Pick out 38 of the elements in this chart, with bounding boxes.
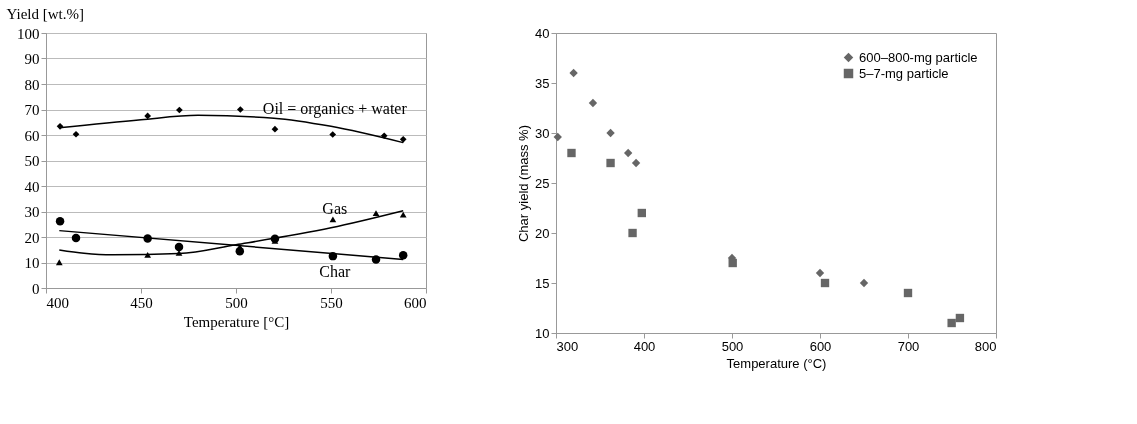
y-axis-title: Yield [wt.%] (6, 5, 84, 22)
y-tick-label: 20 (535, 225, 550, 241)
y-axis-title: Char yield (mass %) (516, 124, 532, 243)
x-tick-label: 450 (130, 294, 153, 311)
x-tick-label: 500 (225, 294, 248, 311)
y-tick-label: 40 (535, 25, 550, 41)
y-tick-label: 30 (24, 204, 40, 220)
x-tick-label: 400 (633, 338, 656, 354)
y-tick-label: 35 (535, 75, 550, 91)
y-tick-label: 80 (24, 76, 40, 93)
x-tick-label: 800 (974, 338, 997, 354)
y-tick-label: 10 (24, 255, 40, 271)
y-tick-label: 20 (24, 229, 40, 246)
y-tick-label: 90 (24, 51, 40, 67)
y-tick-label: 25 (535, 175, 550, 191)
legend-label: 5–7-mg particle (859, 65, 949, 81)
y-tick-label: 10 (535, 325, 550, 341)
x-tick-label: 550 (320, 294, 343, 311)
series-label: Gas (322, 199, 348, 217)
y-tick-label: 0 (32, 280, 40, 297)
x-tick-label: 300 (556, 338, 579, 354)
y-tick-label: 60 (24, 127, 40, 144)
x-axis-title: Temperature [°C] (183, 313, 290, 330)
x-tick-label: 400 (46, 294, 69, 311)
y-tick-label: 30 (535, 125, 550, 141)
series-label: Oil = organics + water (262, 100, 408, 119)
y-tick-label: 50 (24, 153, 40, 169)
y-tick-label: 100 (17, 25, 40, 42)
y-tick-label: 15 (535, 275, 550, 291)
x-tick-label: 600 (404, 294, 427, 311)
x-tick-label: 600 (809, 338, 832, 354)
y-tick-label: 70 (24, 102, 40, 118)
x-tick-label: 500 (721, 338, 744, 354)
legend-label: 600–800-mg particle (859, 49, 978, 65)
y-tick-label: 40 (24, 178, 40, 195)
x-tick-label: 700 (897, 338, 920, 354)
x-axis-title: Temperature (°C) (726, 355, 827, 371)
series-label: Char (319, 262, 352, 280)
